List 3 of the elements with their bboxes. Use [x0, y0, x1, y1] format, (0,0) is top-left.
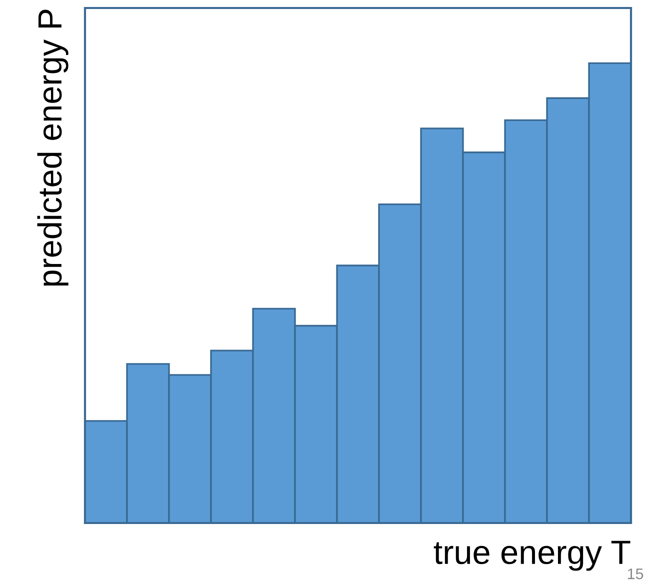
text: 15	[628, 568, 644, 580]
x-axis-title: true energy T	[434, 540, 630, 571]
y-axis-title: predicted energy P	[37, 10, 68, 286]
